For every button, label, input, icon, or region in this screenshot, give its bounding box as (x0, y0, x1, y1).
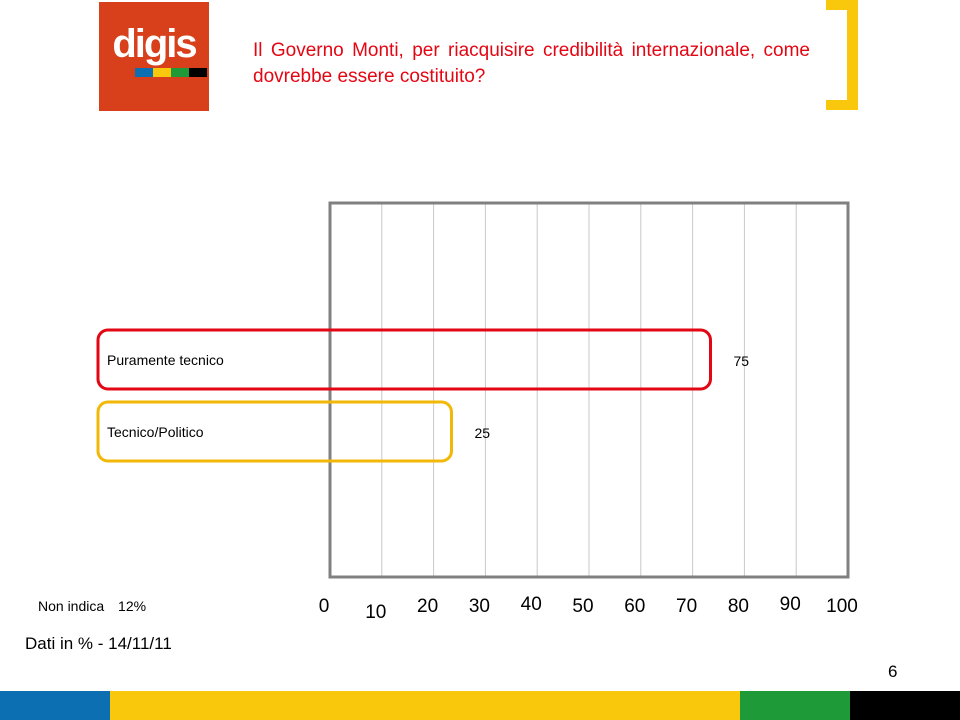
logo-stripe-black (189, 68, 207, 77)
bracket-decoration (847, 0, 858, 110)
x-tick-label: 70 (676, 596, 697, 617)
logo-stripe-blue (135, 68, 153, 77)
bar-2 (96, 400, 453, 463)
x-tick-label: 90 (780, 594, 801, 615)
x-tick-label: 60 (624, 596, 645, 617)
footer-stripe-black (850, 691, 960, 720)
x-tick-label: 40 (521, 594, 542, 615)
data-label: 25 (475, 425, 491, 441)
footer-stripe-green (740, 691, 850, 720)
x-tick-label: 30 (469, 596, 490, 617)
x-tick-label: 10 (365, 602, 386, 623)
x-tick-label: 80 (728, 596, 749, 617)
bar-chart: Puramente tecnico 75 Tecnico/Politico 25 0 10… (96, 201, 858, 623)
category-label: Puramente tecnico (107, 352, 224, 368)
logo-stripe-green (171, 68, 189, 77)
bracket-bottom (826, 100, 858, 110)
logo-stripe-yellow (153, 68, 171, 77)
footer-stripe-blue (0, 691, 110, 720)
digis-logo: digis (99, 2, 209, 111)
x-tick-label: 100 (826, 596, 858, 617)
data-label: 75 (734, 353, 750, 369)
logo-text: digis (112, 22, 197, 66)
x-tick-label: 0 (319, 596, 330, 617)
non-indica-note: Non indica 12% (38, 598, 156, 614)
x-tick-label: 50 (572, 596, 593, 617)
footer-stripe-yellow (110, 691, 740, 720)
non-indica-label: Non indica (38, 598, 105, 614)
bar-1 (96, 328, 712, 391)
page-number: 6 (888, 662, 898, 681)
slide-title: Il Governo Monti, per riacquisire credib… (253, 40, 810, 87)
non-indica-value: 12% (118, 598, 147, 614)
bracket-top (826, 0, 858, 10)
x-tick-label: 20 (417, 596, 438, 617)
category-label: Tecnico/Politico (107, 424, 204, 440)
data-source-note: Dati in % - 14/11/11 (25, 634, 172, 653)
